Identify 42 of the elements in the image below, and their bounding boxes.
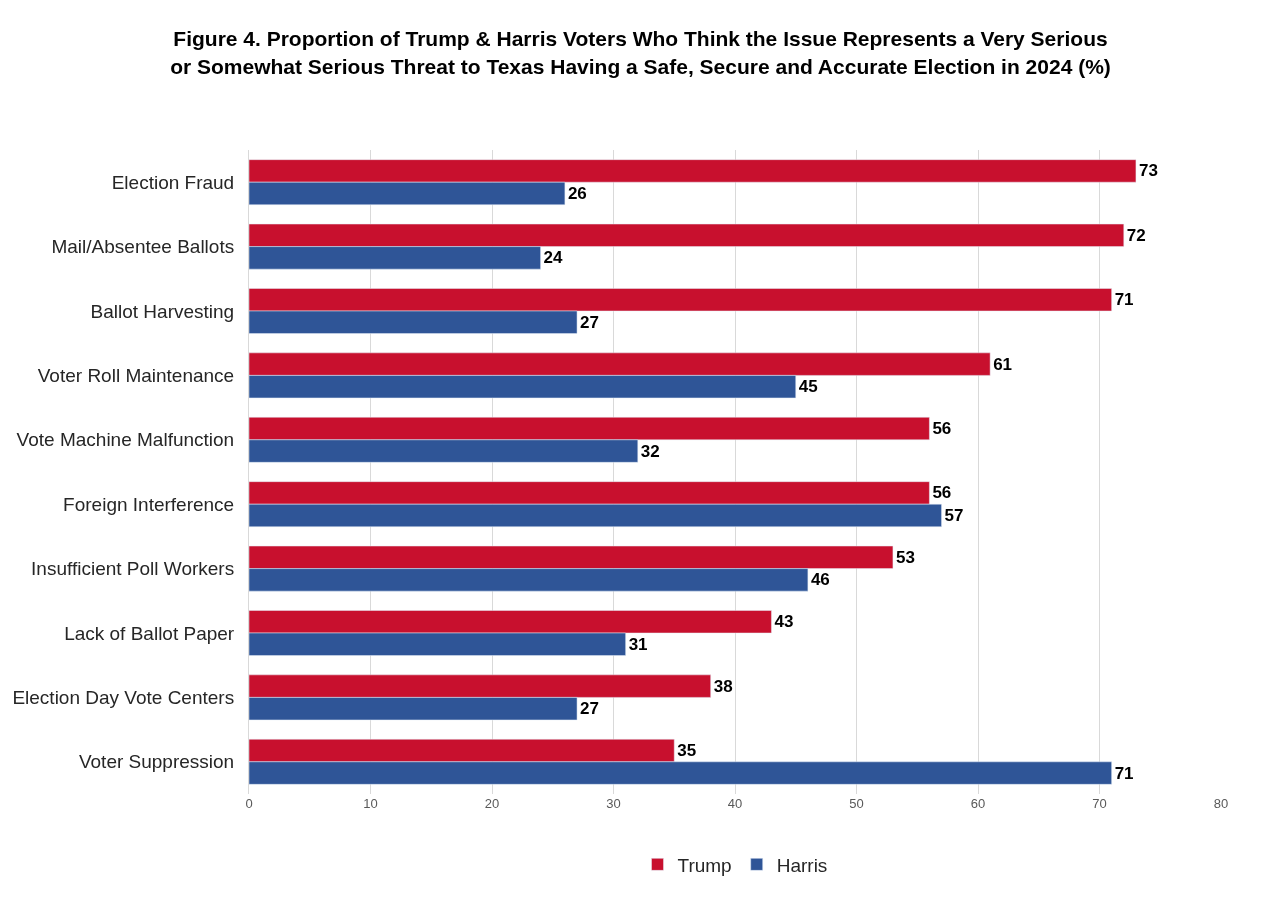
data-label: 24 — [543, 248, 564, 268]
data-label: 71 — [1114, 763, 1134, 783]
y-tick-label: Ballot Harvesting — [90, 300, 235, 322]
y-tick-label: Insufficient Poll Workers — [31, 558, 235, 580]
y-tick-label: Election Fraud — [111, 171, 235, 193]
data-label: 56 — [932, 419, 952, 439]
x-tick-label: 10 — [363, 796, 378, 811]
data-label: 35 — [677, 741, 697, 761]
x-tick-label: 80 — [1213, 796, 1229, 811]
data-label: 26 — [567, 183, 587, 203]
x-tick-label: 30 — [606, 796, 621, 811]
data-label: 61 — [993, 354, 1013, 374]
x-tick-label: 20 — [484, 796, 500, 811]
y-tick-label: Voter Roll Maintenance — [37, 365, 235, 387]
data-label: 57 — [944, 505, 964, 525]
legend-label: Trump — [677, 854, 732, 876]
x-tick-label: 60 — [970, 796, 986, 811]
data-label: 27 — [580, 699, 599, 719]
y-tick-label: Vote Machine Malfunction — [16, 429, 235, 451]
x-tick-label: 0 — [245, 796, 253, 811]
data-label: 31 — [628, 634, 648, 654]
y-tick-label: Election Day Vote Centers — [12, 687, 235, 709]
data-label: 43 — [774, 612, 794, 632]
y-tick-label: Mail/Absentee Ballots — [51, 236, 235, 258]
data-label: 72 — [1126, 225, 1146, 245]
data-label: 71 — [1114, 290, 1134, 310]
y-tick-label: Lack of Ballot Paper — [64, 622, 235, 644]
data-label: 45 — [798, 377, 818, 397]
data-label: 53 — [895, 547, 915, 567]
data-label: 32 — [640, 441, 660, 461]
data-label: 38 — [713, 676, 733, 696]
chart-title: Figure 4. Proportion of Trump & Harris Voters Who Think the Issue Represents a Very Serious or Somewhat Serious Threat to Texas Having a Safe, Secure and Accurate Election in 2024 (%) — [170, 27, 1111, 78]
data-label: 73 — [1138, 161, 1158, 181]
data-label: 56 — [932, 483, 952, 503]
data-label: 46 — [810, 570, 830, 590]
y-tick-label: Foreign Interference — [63, 493, 235, 515]
x-tick-label: 70 — [1092, 796, 1107, 811]
legend-label: Harris — [776, 854, 828, 876]
y-tick-label: Voter Suppression — [78, 751, 235, 773]
x-tick-label: 40 — [727, 796, 743, 811]
x-tick-label: 50 — [849, 796, 864, 811]
data-label: 27 — [580, 312, 599, 332]
